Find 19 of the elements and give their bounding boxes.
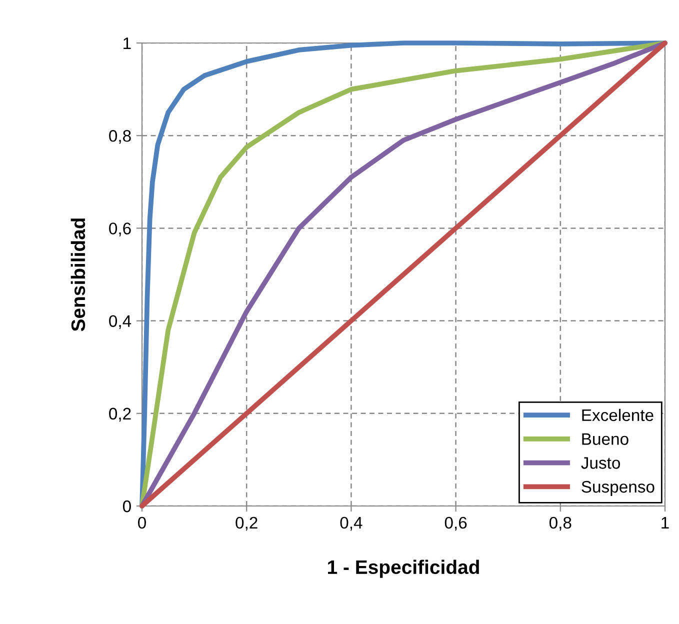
- legend-label: Suspenso: [582, 480, 654, 496]
- y-tick-label: 0,8: [109, 130, 131, 144]
- x-axis-title: 1 - Especificidad: [328, 560, 479, 578]
- y-tick-label: 0,4: [109, 315, 132, 329]
- legend-label: Justo: [581, 457, 620, 469]
- y-tick-label: 1: [124, 38, 131, 50]
- y-tick-label: 0,2: [109, 408, 131, 422]
- x-tick-label: 0,4: [340, 516, 362, 531]
- x-tick-label: 0,8: [549, 516, 572, 531]
- x-tick-label: 0,2: [236, 516, 258, 531]
- y-tick-label: 0,6: [109, 222, 131, 236]
- x-tick-label: 0,6: [444, 516, 467, 531]
- y-axis-title: Sensibilidad: [70, 218, 86, 332]
- legend-label: Bueno: [582, 433, 628, 445]
- x-tick-label: 1: [662, 517, 669, 528]
- x-tick-label: 0: [138, 516, 146, 529]
- y-tick-label: 0: [122, 500, 131, 512]
- line-series: [140, 40, 668, 508]
- legend-label: Excelente: [582, 408, 654, 422]
